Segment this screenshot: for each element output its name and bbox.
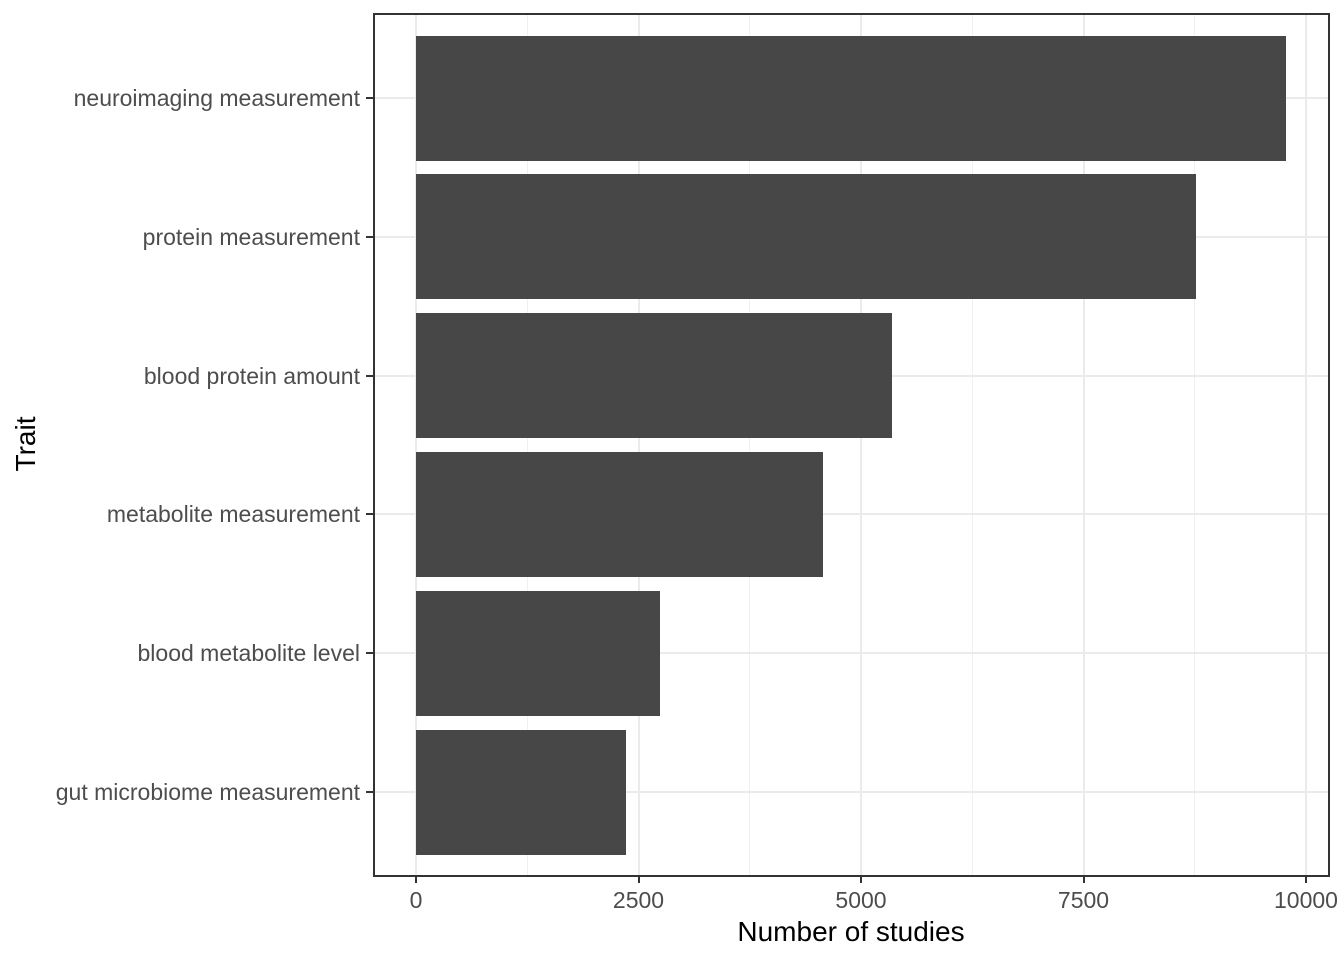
vertical-gridline-major: [1082, 14, 1085, 875]
horizontal-gridline-major: [374, 513, 1328, 516]
vertical-gridline-major: [860, 14, 862, 875]
y-axis-title: Trait: [10, 416, 41, 472]
y-category-label: metabolite measurement: [106, 501, 360, 528]
x-tick-label: 7500: [1057, 887, 1110, 913]
y-tick-mark: [366, 235, 374, 238]
x-tick-label: 0: [409, 887, 423, 913]
y-category-label: blood protein amount: [143, 362, 360, 389]
horizontal-gridline-major: [374, 652, 1328, 655]
horizontal-gridline-major: [374, 791, 1328, 793]
y-category-label: gut microbiome measurement: [55, 779, 360, 805]
vertical-gridline-major: [637, 14, 640, 875]
y-category-label: protein measurement: [142, 223, 360, 250]
vertical-gridline-minor: [526, 14, 528, 875]
vertical-gridline-major: [1305, 14, 1307, 875]
vertical-gridline-major: [415, 14, 417, 875]
x-tick-label: 2500: [612, 887, 665, 913]
x-tick-label: 10000: [1274, 887, 1338, 913]
y-tick-mark: [366, 652, 374, 655]
bar: [416, 451, 823, 577]
vertical-gridline-minor: [971, 14, 973, 875]
y-tick-mark: [366, 791, 374, 793]
y-tick-mark: [366, 97, 374, 99]
y-tick-mark: [366, 513, 374, 516]
y-category-label: blood metabolite level: [137, 640, 360, 667]
vertical-gridline-minor: [749, 14, 751, 875]
bar: [416, 590, 660, 716]
x-tick-mark: [860, 875, 862, 883]
y-category-label: neuroimaging measurement: [73, 85, 360, 111]
bar: [416, 174, 1196, 300]
y-tick-mark: [366, 374, 374, 377]
x-tick-mark: [1305, 875, 1307, 883]
x-axis-title: Number of studies: [737, 916, 965, 947]
x-tick-mark: [637, 875, 640, 883]
bar: [416, 729, 627, 855]
bar: [416, 35, 1287, 161]
x-tick-label: 5000: [835, 887, 887, 913]
vertical-gridline-minor: [1194, 14, 1196, 875]
x-tick-mark: [1082, 875, 1085, 883]
x-tick-mark: [415, 875, 417, 883]
bar: [416, 313, 893, 439]
